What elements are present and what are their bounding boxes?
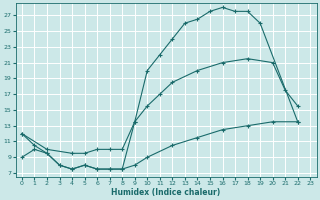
X-axis label: Humidex (Indice chaleur): Humidex (Indice chaleur) xyxy=(111,188,221,197)
